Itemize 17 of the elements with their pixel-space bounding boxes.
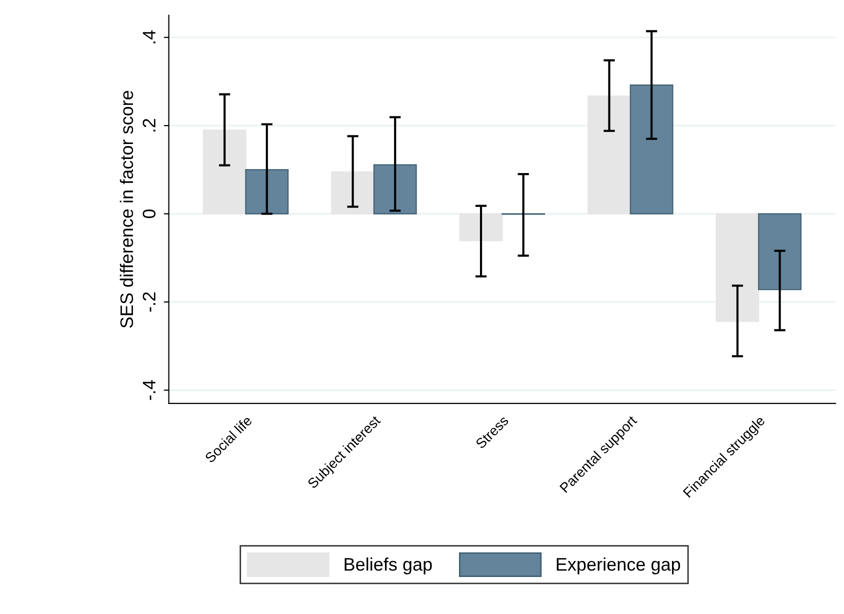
bar <box>588 95 631 214</box>
bar <box>245 169 289 214</box>
y-tick-label: .4 <box>142 30 156 44</box>
legend-label: Experience gap <box>556 557 680 574</box>
bar <box>202 129 246 214</box>
y-tick-label: 0 <box>142 209 156 218</box>
y-axis-title: SES difference in factor score <box>120 90 134 328</box>
legend-label: Beliefs gap <box>344 557 432 574</box>
bar <box>373 164 417 214</box>
bar <box>459 213 503 242</box>
bar <box>331 171 375 214</box>
y-tick-label: -.4 <box>142 380 156 400</box>
bar <box>716 213 760 322</box>
y-tick-label: .2 <box>142 118 156 132</box>
bar <box>630 84 674 214</box>
bar <box>758 213 802 290</box>
y-tick-label: -.2 <box>142 292 156 312</box>
